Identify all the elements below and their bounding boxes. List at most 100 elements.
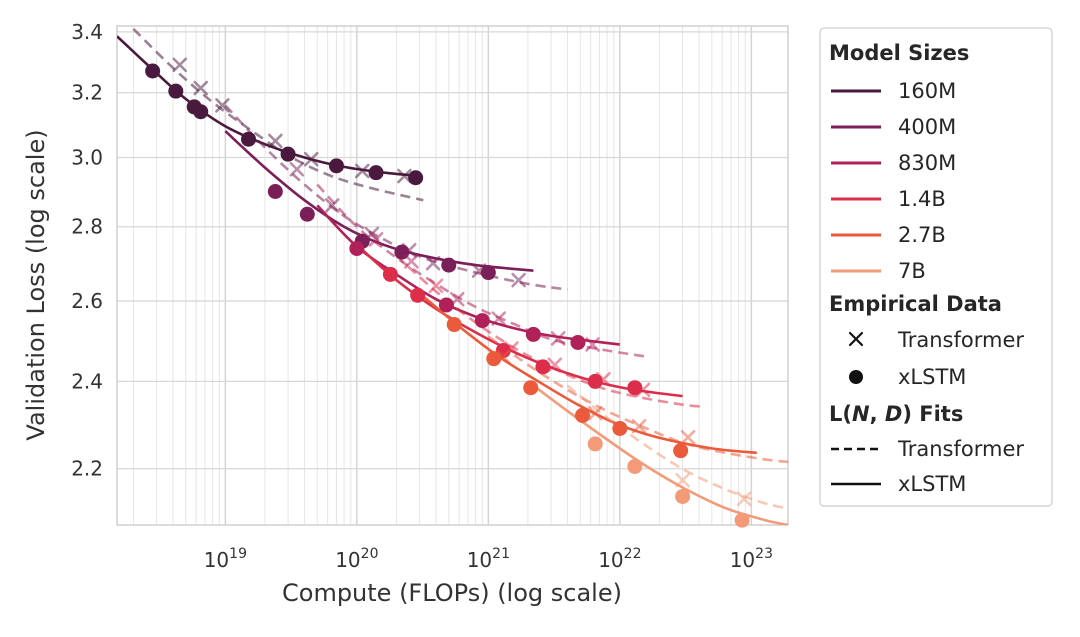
legend-title-fits: L(N, D) Fits xyxy=(829,402,963,426)
legend: Model Sizes 160M 400M 830M 1.4B 2.7B 7B Empir… xyxy=(819,27,1053,507)
legend-label: 830M xyxy=(898,151,956,175)
xlstm-point-7b xyxy=(627,458,643,474)
xlstm-point-160m xyxy=(368,165,384,181)
transformer-point-7b xyxy=(675,472,690,488)
xlstm-point-1-4b xyxy=(535,359,551,375)
legend-item-xlstm-fit: xLSTM xyxy=(831,472,966,496)
legend-label-xlstm-data: xLSTM xyxy=(898,365,966,389)
x-axis-title: Compute (FLOPs) (log scale) xyxy=(282,579,622,607)
plot-frame xyxy=(116,25,789,526)
y-axis-title: Validation Loss (log scale) xyxy=(22,129,50,440)
x-tick-label: 1022 xyxy=(598,546,641,572)
transformer-point-830m xyxy=(368,232,384,247)
x-tick-base: 10 xyxy=(467,548,492,572)
transformer-point-160m xyxy=(397,168,412,184)
xlstm-fit-7b xyxy=(527,380,788,525)
legend-model-sizes: 160M 400M 830M 1.4B 2.7B 7B xyxy=(831,79,956,283)
legend-label: 2.7B xyxy=(898,223,946,247)
legend-label: 400M xyxy=(898,115,956,139)
y-tick-label: 2.4 xyxy=(71,369,103,393)
transformer-fit-400m xyxy=(224,104,568,291)
xlstm-point-160m xyxy=(328,158,344,174)
y-tick-label: 3.2 xyxy=(71,81,103,105)
transformer-point-830m xyxy=(404,254,419,269)
transformer-point-160m xyxy=(172,57,188,73)
legend-item-2-7b: 2.7B xyxy=(831,223,946,247)
x-tick-base: 10 xyxy=(598,548,623,572)
legend-item-400m: 400M xyxy=(831,115,956,139)
x-tick-exponent: 20 xyxy=(361,546,379,562)
transformer-point-160m xyxy=(354,163,370,179)
xlstm-point-160m xyxy=(280,146,296,162)
fits-title-comma: , xyxy=(870,402,885,426)
legend-item-160m: 160M xyxy=(831,79,956,103)
xlstm-fit-400m xyxy=(224,130,534,272)
transformer-point-2-7b xyxy=(587,405,603,421)
transformer-fit-7b xyxy=(566,384,788,510)
xlstm-point-830m xyxy=(438,297,454,313)
xlstm-point-160m xyxy=(408,170,424,186)
xlstm-point-830m xyxy=(349,240,365,256)
x-tick-exponent: 21 xyxy=(492,546,510,562)
transformer-point-160m xyxy=(215,98,230,113)
transformer-point-400m xyxy=(289,161,305,177)
xlstm-point-1-4b xyxy=(382,266,398,282)
xlstm-point-7b xyxy=(734,512,750,528)
xlstm-point-2-7b xyxy=(574,407,590,423)
legend-label-transformer-fit: Transformer xyxy=(897,437,1024,461)
xlstm-point-7b xyxy=(675,488,691,504)
fits-title-open: ( xyxy=(842,402,852,426)
data-points xyxy=(145,57,752,528)
y-tick-label: 3.4 xyxy=(71,20,103,44)
legend-item-xlstm-marker: xLSTM xyxy=(849,365,966,389)
legend-cross-marker xyxy=(848,331,864,347)
xlstm-point-2-7b xyxy=(486,351,502,367)
x-tick-base: 10 xyxy=(204,548,229,572)
xlstm-point-1-4b xyxy=(587,373,603,389)
transformer-fit-2-7b xyxy=(487,335,788,464)
transformer-point-830m xyxy=(550,331,566,346)
x-tick-exponent: 23 xyxy=(755,546,773,562)
y-tick-label: 2.2 xyxy=(71,457,103,481)
legend-title-empirical: Empirical Data xyxy=(829,292,1002,316)
xlstm-point-400m xyxy=(299,206,315,222)
legend-title-model-sizes: Model Sizes xyxy=(829,41,969,65)
fits-title-n: N xyxy=(852,402,870,426)
xlstm-point-2-7b xyxy=(673,443,689,459)
x-tick-exponent: 19 xyxy=(229,546,247,562)
transformer-point-400m xyxy=(425,255,441,271)
legend-item-830m: 830M xyxy=(831,151,956,175)
legend-item-transformer-fit: Transformer xyxy=(831,437,1024,461)
xlstm-point-160m xyxy=(193,104,209,120)
transformer-point-2-7b xyxy=(680,429,696,445)
legend-frame xyxy=(819,27,1053,507)
xlstm-point-400m xyxy=(441,257,457,273)
transformer-point-7b xyxy=(736,491,752,507)
transformer-point-160m xyxy=(303,151,319,167)
legend-circle-marker xyxy=(849,370,863,384)
xlstm-point-2-7b xyxy=(612,420,628,436)
fits-title-rest: Fits xyxy=(912,402,963,426)
xlstm-point-830m xyxy=(474,313,490,329)
transformer-point-400m xyxy=(324,198,340,213)
legend-item-transformer-marker: Transformer xyxy=(848,328,1024,352)
legend-label-xlstm-fit: xLSTM xyxy=(898,472,966,496)
x-tick-label: 1023 xyxy=(730,546,773,572)
transformer-point-160m xyxy=(193,80,209,96)
xlstm-point-160m xyxy=(240,131,256,147)
xlstm-point-400m xyxy=(480,265,496,281)
fits-title-l: L xyxy=(829,402,842,426)
xlstm-fit-2-7b xyxy=(418,292,757,455)
xlstm-point-1-4b xyxy=(627,380,643,396)
xlstm-point-2-7b xyxy=(446,317,462,333)
x-tick-label: 1019 xyxy=(204,546,247,572)
x-tick-base: 10 xyxy=(335,548,360,572)
transformer-point-2-7b xyxy=(631,418,647,434)
xlstm-point-7b xyxy=(587,436,603,452)
x-tick-exponent: 22 xyxy=(624,546,642,562)
transformer-point-1-4b xyxy=(547,357,563,373)
x-tick-base: 10 xyxy=(730,548,755,572)
legend-item-1-4b: 1.4B xyxy=(831,187,946,211)
